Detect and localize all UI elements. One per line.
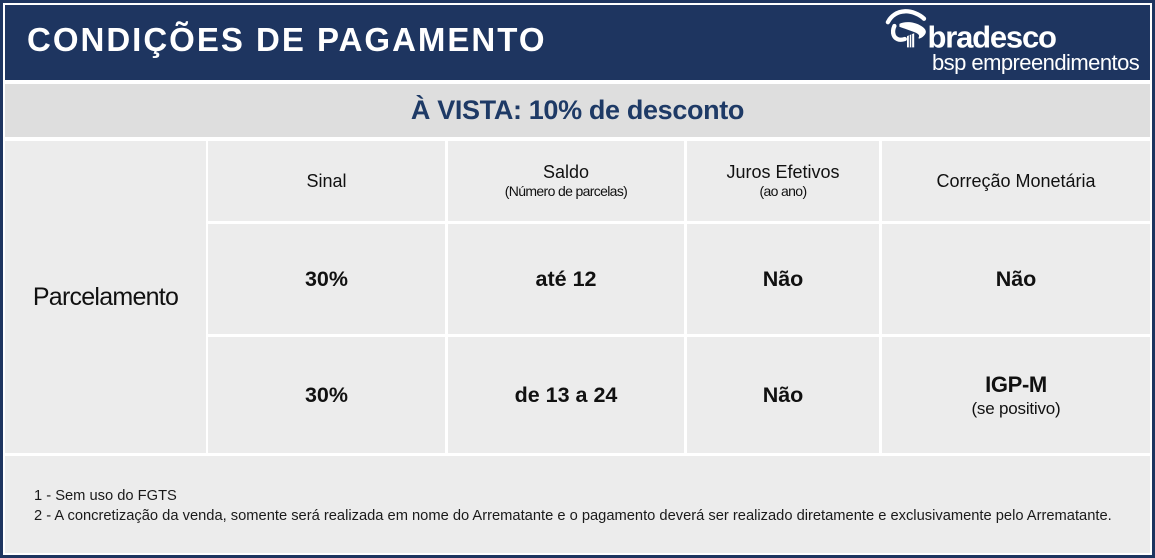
svg-text:bsp empreendimentos: bsp empreendimentos xyxy=(932,50,1140,74)
svg-text:bradesco: bradesco xyxy=(928,20,1056,55)
